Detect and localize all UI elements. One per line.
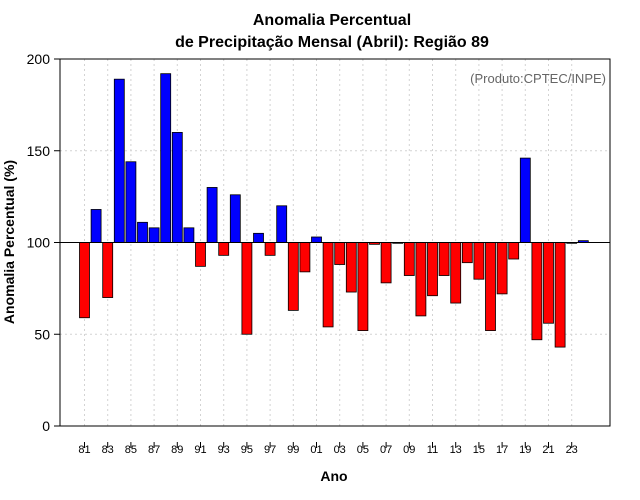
bar: 2013: 67 — [450, 242, 462, 304]
bar: 1992: 130 — [206, 187, 218, 243]
bar: 1984: 189 — [113, 78, 125, 243]
bar: 2012: 82 — [438, 242, 450, 276]
bar: 1994: 126 — [229, 194, 241, 243]
x-tick-label: 87 — [148, 444, 160, 456]
bar: 1991: 87 — [195, 242, 206, 267]
bar: 2001: 103 — [311, 236, 322, 243]
x-tick-label: 83 — [102, 444, 114, 456]
x-tick-label: 17 — [496, 444, 508, 456]
bar: 2020: 47 — [531, 242, 543, 341]
y-tick-label: 150 — [27, 143, 51, 159]
x-tick-label: 15 — [473, 444, 485, 456]
x-tick-label: 01 — [310, 444, 322, 456]
bar: 2004: 73 — [345, 242, 357, 293]
bar: 2005: 52 — [357, 242, 369, 331]
x-tick-label: 03 — [334, 444, 346, 456]
bar: 1987: 108 — [148, 227, 160, 243]
x-tick-label: 19 — [519, 444, 531, 456]
y-tick-label: 200 — [27, 51, 51, 67]
x-tick-label: 89 — [171, 444, 183, 456]
chart-title-line2: de Precipitação Mensal (Abril): Região 8… — [175, 34, 489, 51]
x-tick-label: 09 — [403, 444, 415, 456]
bar: 2011: 71 — [427, 242, 438, 297]
bar: 2016: 52 — [485, 242, 496, 331]
x-tick-label: 11 — [427, 444, 438, 456]
bar: 1997: 93 — [264, 242, 276, 256]
x-tick-label: 07 — [380, 444, 392, 456]
x-tick-label: 91 — [194, 444, 206, 456]
x-tick-label: 93 — [218, 444, 230, 456]
bar: 2014: 89 — [461, 242, 473, 264]
bar: 1983: 70 — [102, 242, 114, 298]
grid-lines — [60, 58, 610, 427]
bar: 2007: 78 — [380, 242, 392, 284]
bar: 2019: 146 — [519, 157, 531, 243]
bar: 1982: 118 — [90, 209, 102, 243]
y-axis: 0 50 100 150 200 — [27, 51, 60, 434]
bar: 2017: 72 — [496, 242, 508, 295]
bars: 1981: 591982: 1181983: 701984: 1891985: … — [79, 73, 589, 348]
bar: 1986: 111 — [137, 221, 148, 243]
y-tick-label: 0 — [42, 418, 50, 434]
x-tick-label: 99 — [287, 444, 299, 456]
credit-text: (Produto:CPTEC/INPE) — [470, 71, 606, 86]
y-tick-label: 50 — [34, 326, 50, 342]
bar: 1989: 160 — [171, 131, 183, 243]
x-tick-label: 13 — [450, 444, 462, 456]
bar: 2021: 56 — [543, 242, 554, 324]
bar: 2010: 60 — [415, 242, 427, 317]
bar: 1999: 63 — [287, 242, 299, 311]
bar: 2009: 82 — [403, 242, 415, 276]
x-tick-label: 95 — [241, 444, 253, 456]
x-axis: 81 83 85 87 89 91 93 95 97 99 01 03 05 07 09 11 13 15 17 19… — [78, 442, 578, 456]
bar: 1998: 120 — [276, 205, 288, 243]
bar: 1995: 50 — [241, 242, 253, 335]
chart-title-line1: Anomalia Percentual — [253, 12, 411, 29]
y-axis-label: Anomalia Percentual (%) — [1, 160, 17, 324]
bar: 2003: 88 — [334, 242, 346, 265]
x-tick-label: 81 — [78, 444, 90, 456]
bar: 2000: 84 — [299, 242, 311, 273]
bar: 1985: 144 — [125, 161, 137, 243]
bar: 2018: 91 — [508, 242, 520, 260]
x-tick-label: 21 — [542, 444, 554, 456]
x-axis-label: Ano — [320, 468, 347, 484]
bar: 1996: 105 — [253, 232, 264, 243]
y-tick-label: 100 — [27, 235, 51, 251]
bar: 2002: 54 — [322, 242, 334, 328]
bar: 1981: 59 — [79, 242, 90, 319]
bar: 1988: 192 — [160, 73, 172, 243]
x-tick-label: 05 — [357, 444, 369, 456]
bar: 2015: 80 — [473, 242, 485, 280]
bar: 2022: 43 — [554, 242, 566, 348]
bar: 1993: 93 — [218, 242, 230, 256]
x-tick-label: 97 — [264, 444, 276, 456]
x-tick-label: 85 — [125, 444, 137, 456]
x-tick-label: 23 — [566, 444, 578, 456]
bar: 1990: 108 — [183, 227, 195, 243]
